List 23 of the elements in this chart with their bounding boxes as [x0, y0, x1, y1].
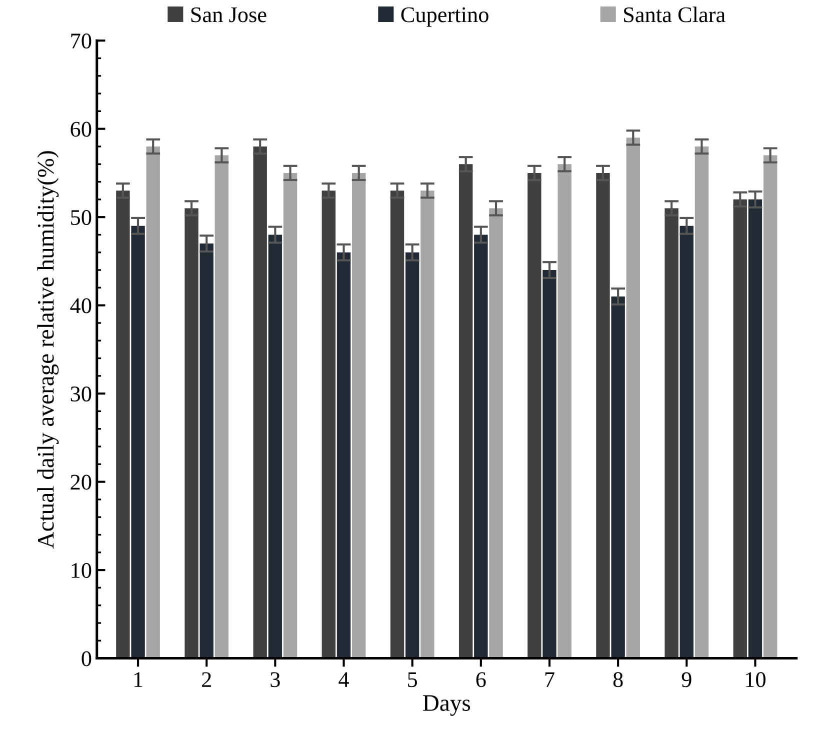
x-tick-label: 7: [545, 672, 554, 687]
x-tick-label: 8: [613, 672, 623, 688]
x-tick-label: 1: [134, 672, 142, 687]
y-tick-label: 20: [70, 474, 92, 490]
x-tick-label: 4: [338, 672, 349, 687]
y-tick-label: 70: [71, 34, 92, 49]
legend-label: Santa Clara: [624, 6, 726, 22]
y-tick-label: 50: [71, 210, 92, 226]
x-tick-label: 6: [476, 672, 486, 688]
x-axis-title: Days: [423, 695, 470, 716]
x-tick-label: 3: [270, 672, 280, 688]
y-tick-label: 30: [70, 386, 92, 402]
y-axis-title: Actual daily average relative humidity(%): [37, 151, 59, 549]
x-tick-label: 5: [408, 672, 418, 688]
y-tick-label: 40: [70, 298, 92, 314]
x-tick-label: 2: [202, 672, 211, 687]
y-tick-label: 0: [82, 651, 92, 666]
legend-label: San Jose: [191, 7, 266, 22]
x-tick-label: 9: [682, 672, 692, 688]
y-tick-label: 10: [72, 562, 92, 578]
y-tick-label: 60: [70, 122, 92, 137]
legend-label: Cupertino: [401, 7, 488, 27]
x-tick-label: 10: [746, 672, 766, 688]
